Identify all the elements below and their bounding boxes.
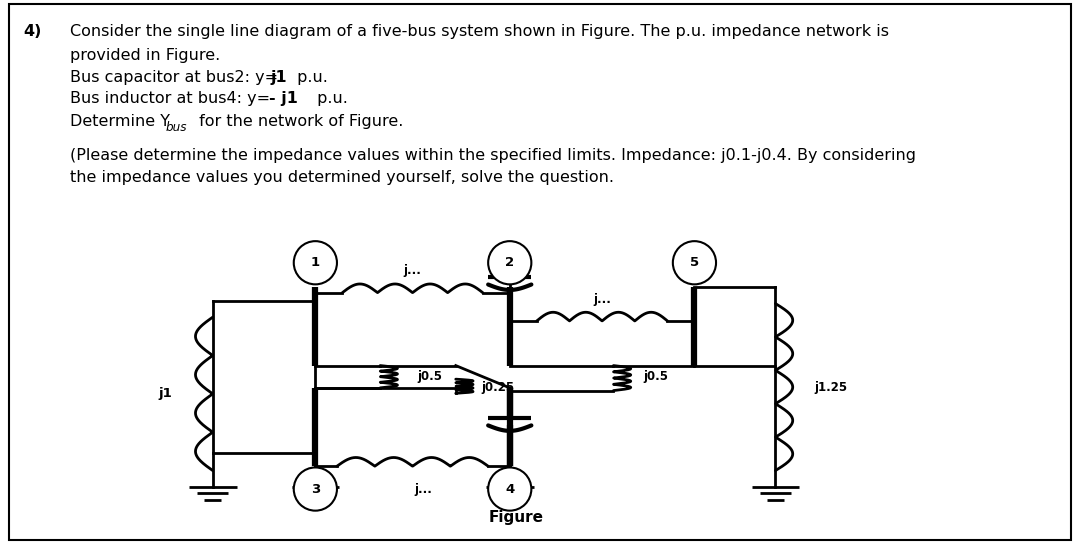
Text: j...: j... <box>593 293 611 306</box>
Text: p.u.: p.u. <box>312 91 348 107</box>
Text: j1: j1 <box>270 70 286 85</box>
Text: j1: j1 <box>158 387 172 400</box>
Text: Bus capacitor at bus2: y=: Bus capacitor at bus2: y= <box>70 70 283 85</box>
Text: 3: 3 <box>311 483 320 496</box>
Text: j1.25: j1.25 <box>814 381 848 393</box>
Text: j0.5: j0.5 <box>417 370 442 383</box>
Text: 1: 1 <box>311 256 320 269</box>
Text: Determine Y: Determine Y <box>70 114 171 129</box>
Text: j0.5: j0.5 <box>644 370 669 383</box>
Text: 4): 4) <box>24 24 42 40</box>
Text: provided in Figure.: provided in Figure. <box>70 48 220 63</box>
Text: Bus inductor at bus4: y=: Bus inductor at bus4: y= <box>70 91 275 107</box>
Text: 4: 4 <box>505 483 514 496</box>
Ellipse shape <box>673 241 716 285</box>
Ellipse shape <box>294 467 337 511</box>
Text: Consider the single line diagram of a five-bus system shown in Figure. The p.u. : Consider the single line diagram of a fi… <box>70 24 889 40</box>
Ellipse shape <box>294 241 337 285</box>
Text: (Please determine the impedance values within the specified limits. Impedance: j: (Please determine the impedance values w… <box>70 148 916 163</box>
Text: 2: 2 <box>505 256 514 269</box>
Text: j...: j... <box>404 264 421 277</box>
Text: the impedance values you determined yourself, solve the question.: the impedance values you determined your… <box>70 170 615 185</box>
Ellipse shape <box>488 467 531 511</box>
Text: 5: 5 <box>690 256 699 269</box>
Text: j0.25: j0.25 <box>482 381 515 394</box>
Text: p.u.: p.u. <box>292 70 327 85</box>
Text: j...: j... <box>415 483 432 496</box>
Text: for the network of Figure.: for the network of Figure. <box>194 114 404 129</box>
Text: bus: bus <box>165 121 187 134</box>
Text: - j1: - j1 <box>269 91 298 107</box>
Ellipse shape <box>488 241 531 285</box>
Text: Figure: Figure <box>489 510 543 525</box>
